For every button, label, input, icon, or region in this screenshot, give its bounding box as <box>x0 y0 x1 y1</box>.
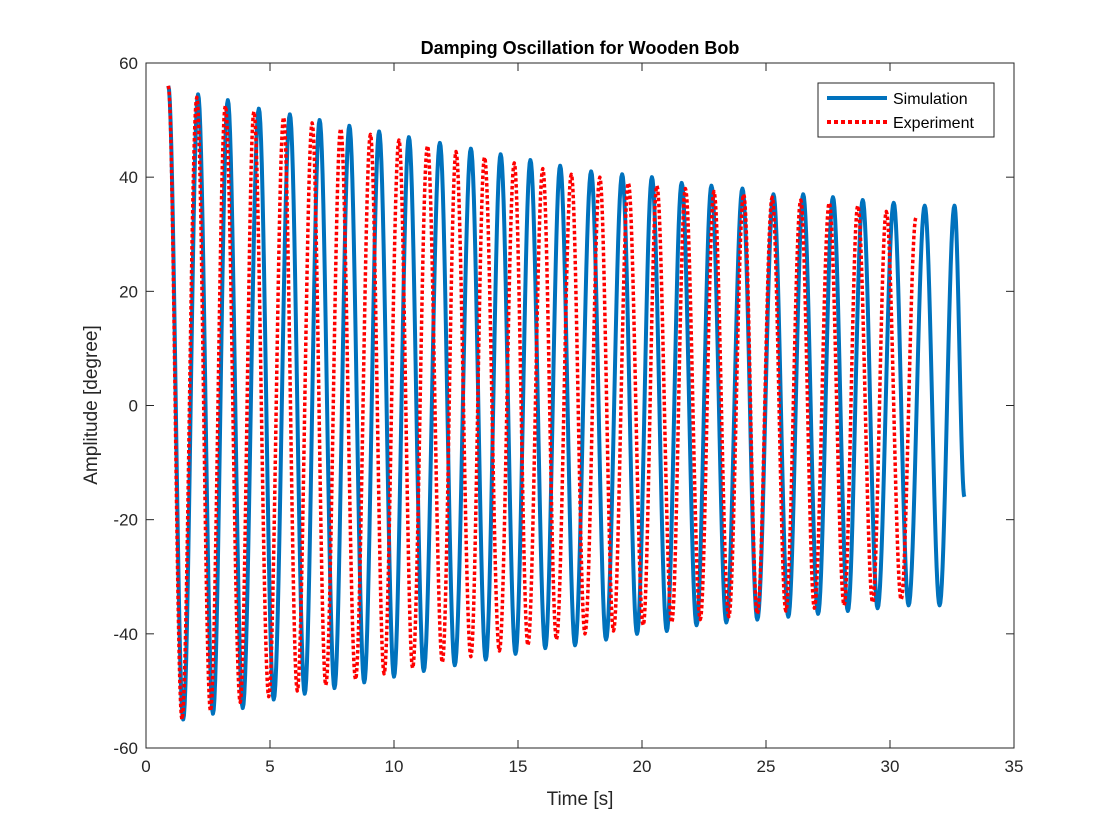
x-tick-label: 15 <box>509 757 528 776</box>
series-line-experiment <box>166 85 918 722</box>
series-layer <box>166 85 967 722</box>
y-tick-label: 60 <box>119 54 138 73</box>
y-tick-label: -60 <box>113 739 138 758</box>
legend-box <box>817 82 995 138</box>
x-tick-label: 35 <box>1005 757 1024 776</box>
y-tick-label: -20 <box>113 511 138 530</box>
legend-entry-experiment: Experiment <box>893 115 974 132</box>
y-tick-label: 40 <box>119 168 138 187</box>
legend-entry-simulation: Simulation <box>893 91 968 108</box>
x-axis-label: Time [s] <box>547 789 614 810</box>
legend: Simulation Experiment <box>817 82 995 138</box>
chart-title: Damping Oscillation for Wooden Bob <box>421 38 740 58</box>
tick-layer: 0 5 10 15 20 25 30 35 -60 -40 -20 0 20 40 60 <box>113 54 1023 776</box>
x-tick-label: 30 <box>881 757 900 776</box>
series-line-simulation <box>166 85 967 722</box>
x-tick-label: 25 <box>757 757 776 776</box>
y-tick-label: 0 <box>129 397 138 416</box>
x-tick-label: 10 <box>385 757 404 776</box>
y-tick-label: 20 <box>119 282 138 301</box>
x-tick-label: 20 <box>633 757 652 776</box>
y-axis-label: Amplitude [degree] <box>81 325 102 485</box>
x-tick-label: 5 <box>265 757 274 776</box>
y-tick-label: -40 <box>113 625 138 644</box>
x-tick-label: 0 <box>141 757 150 776</box>
